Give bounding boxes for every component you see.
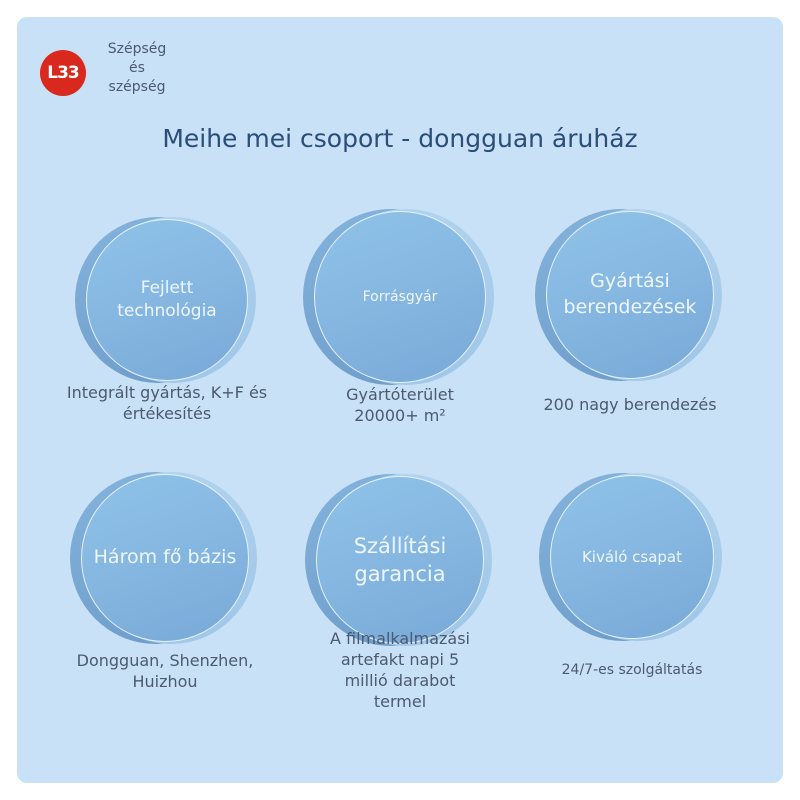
feature-caption: Integrált gyártás, K+F és értékesítés: [66, 383, 268, 423]
feature-circle: Kiváló csapat: [550, 475, 714, 639]
feature-circle: Szállítási garancia: [316, 476, 484, 644]
feature-caption: 24/7-es szolgáltatás: [561, 662, 703, 678]
feature-item: Három fő bázis Dongguan, Shenzhen, Huizho…: [45, 0, 285, 800]
feature-caption: 200 nagy berendezés: [543, 395, 717, 414]
feature-circle: Gyártási berendezések: [546, 211, 714, 379]
feature-item: Kiváló csapat 24/7-es szolgáltatás: [512, 0, 752, 800]
feature-item: Fejlett technológia Integrált gyártás, K+…: [47, 0, 287, 800]
feature-item: Gyártási berendezések 200 nagy berendezés: [510, 0, 750, 800]
feature-label: Forrásgyár: [362, 288, 438, 305]
content-card: [17, 17, 783, 783]
feature-circle: Forrásgyár: [314, 211, 486, 383]
feature-label: Szállítási garancia: [353, 533, 447, 586]
feature-circle: Három fő bázis: [81, 474, 249, 642]
feature-label: Fejlett technológia: [117, 278, 217, 321]
feature-caption: A filmalkalmazási artefakt napi 5 millió…: [330, 629, 470, 711]
brand-name: Szépség és szépség: [107, 41, 167, 95]
feature-label: Három fő bázis: [93, 546, 237, 569]
feature-item: Forrásgyár Gyártóterület 20000+ m²: [280, 0, 520, 800]
page-title: Meihe mei csoport - dongguan áruház: [162, 124, 638, 153]
brand-logo: L33: [40, 50, 86, 96]
feature-caption: Dongguan, Shenzhen, Huizhou: [76, 651, 254, 691]
feature-caption: Gyártóterület 20000+ m²: [346, 385, 454, 425]
feature-item: Szállítási garancia A filmalkalmazási art…: [280, 0, 520, 800]
feature-circle: Fejlett technológia: [86, 219, 248, 381]
feature-label: Gyártási berendezések: [563, 270, 697, 318]
feature-label: Kiváló csapat: [581, 547, 683, 566]
